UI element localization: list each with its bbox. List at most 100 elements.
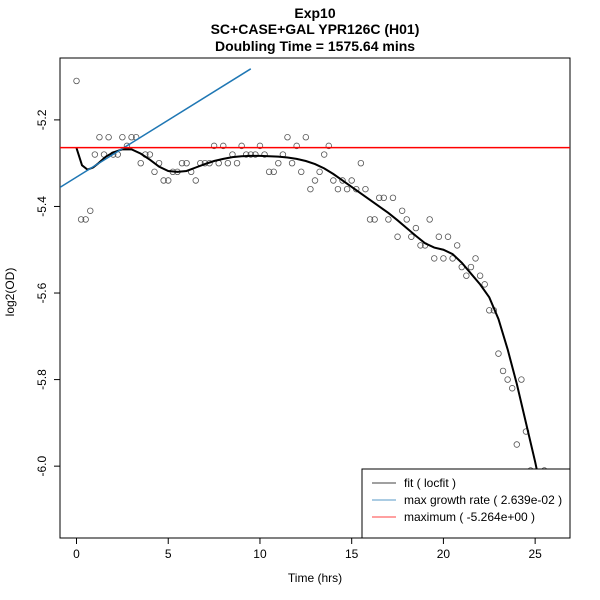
data-point [105,134,112,141]
data-point [417,242,424,249]
data-point [389,194,397,202]
doubling-time-label: Doubling Time = 1575.64 mins [215,38,415,54]
data-point [472,255,479,262]
data-point [284,134,291,141]
data-point [513,441,520,448]
x-tick-label: 15 [345,547,359,561]
data-point [499,367,507,375]
data-point [119,134,126,141]
data-point [481,281,488,288]
x-tick-label: 5 [165,547,172,561]
data-point [431,255,438,262]
data-point [91,151,99,158]
data-point [495,350,502,357]
data-point [243,151,250,158]
data-point [435,233,443,240]
chart-subtitle: SC+CASE+GAL YPR126C (H01) [211,21,420,37]
legend-entry: fit ( locfit ) [404,476,456,490]
data-point [325,142,332,150]
data-point [87,207,94,214]
data-point [412,224,420,232]
data-point [265,168,273,176]
data-point [398,207,406,214]
data-point [343,185,351,193]
data-point [486,307,493,314]
data-point [426,216,433,223]
data-point [270,168,277,176]
data-point [220,142,227,150]
data-point [302,134,310,141]
x-tick-label: 20 [437,547,451,561]
y-tick-label: -5.4 [35,196,49,217]
data-point [256,142,264,150]
x-tick-label: 25 [528,547,542,561]
data-point [238,142,245,150]
data-point [444,233,452,240]
data-point [160,177,167,184]
x-tick-label: 0 [73,547,80,561]
data-point [307,185,314,193]
data-point [178,159,186,167]
data-point [73,77,80,85]
data-point [357,159,365,167]
data-point [96,134,103,141]
data-point [366,216,374,223]
data-point [449,255,456,262]
data-point [165,177,172,184]
y-tick-label: -6.0 [35,455,49,476]
data-point [467,263,475,271]
axes [59,57,571,539]
data-point [380,194,387,202]
data-point [247,151,254,158]
y-tick-label: -5.6 [35,282,49,303]
data-point [509,385,516,392]
data-point [275,159,282,167]
data-point [183,159,190,167]
data-point [192,177,199,184]
data-point [288,159,296,167]
fit-line [75,147,542,488]
y-tick-label: -5.8 [35,369,49,390]
data-point [348,177,355,184]
legend: fit ( locfit ) max growth rate ( 2.639e-0… [361,468,571,539]
legend-entry: max growth rate ( 2.639e-02 ) [404,493,562,507]
data-point [77,216,85,223]
observation-points [73,77,548,491]
max-growth-rate-line [60,68,252,189]
data-point [476,272,484,279]
data-point [252,151,259,158]
y-axis-label: log2(OD) [3,268,17,317]
data-point [408,233,415,240]
data-point [440,255,447,262]
data-point [128,134,135,141]
data-point [330,177,337,184]
data-point [82,216,89,223]
data-point [362,185,369,193]
data-point [453,242,461,249]
series-lines [60,68,570,488]
data-point [518,376,525,383]
data-point [224,159,232,167]
data-point [504,376,511,383]
data-point [233,159,241,167]
x-tick-label: 10 [253,547,267,561]
data-point [311,177,319,184]
x-axis-label: Time (hrs) [288,571,342,585]
data-point [298,168,305,176]
legend-box [361,468,571,539]
data-point [320,151,328,158]
chart-title: Exp10 [294,5,335,21]
data-point [137,159,144,167]
data-point [385,216,392,223]
axis-ticks: 0 5 10 15 20 25 -6.0 -5.8 -5.6 -5.4 -5.2 [35,109,542,561]
data-point [371,216,378,223]
y-tick-label: -5.2 [35,109,49,130]
data-point [151,168,158,176]
legend-entry: maximum ( -5.264e+00 ) [404,510,535,524]
data-point [403,216,410,223]
data-point [376,194,383,202]
plot-frame [59,57,571,539]
data-point [293,142,300,150]
data-point [316,168,323,176]
